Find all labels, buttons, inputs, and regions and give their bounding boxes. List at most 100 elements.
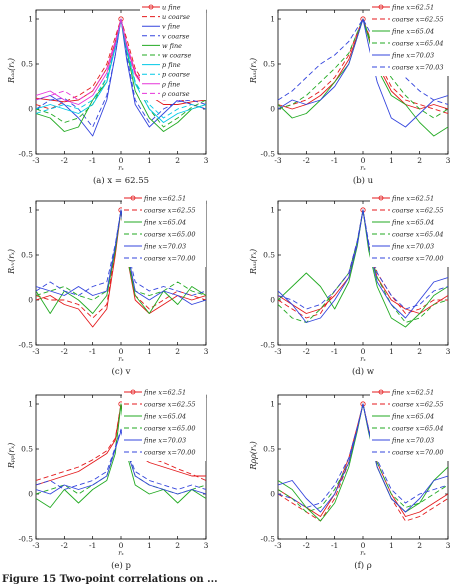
x-tick-label: 3 (446, 541, 451, 550)
x-tick-label: -1 (331, 347, 338, 356)
y-axis-label: Rᵤᵤ(rₓ) (249, 58, 258, 84)
panel-b: -3 -2 -1 0 1 2 3 -0.5 0 0.5 1 rₓ Rᵤᵤ(rₓ) fine x=62.51… (249, 2, 451, 186)
x-tick-label: 3 (446, 156, 451, 165)
y-tick-label: 1 (270, 400, 275, 409)
series-group (36, 207, 206, 328)
series-group (278, 401, 448, 522)
y-tick-label: -0.5 (261, 341, 276, 350)
y-axis-label: Rρρ(rₓ) (249, 441, 258, 470)
legend-marker (378, 389, 384, 395)
panel-caption: (d) w (352, 366, 375, 377)
legend-bg (122, 193, 206, 267)
y-tick-label: 1 (28, 15, 33, 24)
x-tick-label: -2 (303, 156, 311, 165)
legend-marker (130, 389, 136, 395)
legend-label: fine x=65.04 (143, 219, 186, 227)
legend-label: fine x=70.03 (143, 243, 186, 251)
y-tick-label: 1 (28, 400, 33, 409)
x-tick-label: 2 (417, 156, 422, 165)
x-tick-label: -3 (274, 156, 282, 165)
x-tick-label: -1 (331, 156, 338, 165)
legend-bg (370, 2, 450, 76)
x-tick-label: 0 (361, 541, 366, 550)
legend-label: fine x=70.03 (391, 243, 434, 251)
series-line-5 (278, 209, 448, 310)
legend-label: fine x=65.04 (143, 413, 186, 421)
panel-d: -3 -2 -1 0 1 2 3 -0.5 0 0.5 1 rₓ Rᵤᵤ(rₓ) fine x=62.51… (249, 193, 451, 377)
y-tick-label: 1 (270, 206, 275, 215)
legend-label: fine x=62.51 (391, 4, 434, 12)
legend-label: coarse x=70.00 (392, 449, 444, 457)
panel-caption: (e) p (111, 560, 131, 571)
x-axis-label: rₓ (118, 549, 124, 557)
legend-label: coarse x=62.55 (392, 401, 444, 409)
y-tick-label: 0.5 (263, 251, 275, 260)
x-tick-label: 2 (175, 541, 180, 550)
y-tick-label: 0 (28, 490, 33, 499)
x-tick-label: -3 (32, 156, 40, 165)
legend-marker (378, 195, 384, 201)
legend-label: p coarse (162, 71, 190, 79)
x-tick-label: -3 (32, 347, 40, 356)
series-line-4 (36, 430, 206, 495)
x-tick-label: -2 (61, 347, 69, 356)
x-axis-label: rₓ (118, 164, 124, 172)
legend: fine x=62.51 coarse x=62.55 fine x=65.04 co… (122, 193, 206, 267)
legend: fine x=62.51 coarse x=62.55 fine x=65.04 co… (370, 193, 450, 267)
y-tick-label: 0 (28, 296, 33, 305)
legend-label: fine x=70.03 (391, 52, 434, 60)
x-tick-label: 0 (119, 541, 124, 550)
legend-label: coarse x=65.04 (392, 425, 444, 433)
x-tick-label: 0 (119, 347, 124, 356)
x-axis-label: rₓ (360, 164, 366, 172)
y-axis-label: Rₚₚ(rₓ) (7, 443, 16, 469)
x-tick-label: 1 (147, 156, 152, 165)
x-tick-label: -3 (274, 347, 282, 356)
panel-c: -3 -2 -1 0 1 2 3 -0.5 0 0.5 1 rₓ Rᵥᵥ(rₓ) fine x=62.51… (7, 193, 209, 377)
x-tick-label: 0 (119, 156, 124, 165)
y-axis-label: Rᵤᵤ(rₓ) (249, 249, 258, 275)
x-tick-label: -3 (274, 541, 282, 550)
y-tick-label: 0 (270, 105, 275, 114)
legend-label: p fine (162, 61, 181, 69)
legend-label: coarse x=65.00 (144, 231, 196, 239)
legend-label: coarse x=70.00 (144, 255, 196, 263)
x-tick-label: -1 (89, 541, 96, 550)
legend-label: u fine (162, 4, 181, 12)
legend-label: coarse x=70.00 (144, 449, 196, 457)
x-tick-label: -2 (303, 347, 311, 356)
series-line-5 (36, 209, 206, 296)
y-tick-label: -0.5 (261, 150, 276, 159)
legend-label: fine x=65.04 (391, 219, 434, 227)
y-tick-label: -0.5 (19, 150, 34, 159)
y-tick-label: -0.5 (19, 341, 34, 350)
y-axis-label: Rᵥᵥ(rₓ) (7, 249, 16, 275)
y-tick-label: 0 (28, 105, 33, 114)
panel-caption: (f) ρ (354, 560, 371, 571)
legend-bg (122, 387, 206, 461)
series-line-5 (278, 18, 448, 105)
legend-label: fine x=70.03 (143, 437, 186, 445)
series-line-5 (278, 403, 448, 508)
panel-caption: (a) x = 62.55 (93, 175, 149, 186)
y-tick-label: 0.5 (263, 445, 275, 454)
x-tick-label: 1 (147, 347, 152, 356)
legend: fine x=62.51 coarse x=62.55 fine x=65.04 co… (370, 2, 450, 76)
x-tick-label: 1 (389, 156, 394, 165)
legend-label: fine x=62.51 (143, 389, 186, 397)
x-tick-label: -1 (331, 541, 338, 550)
legend-label: fine x=62.51 (143, 195, 186, 203)
y-tick-label: -0.5 (19, 535, 34, 544)
x-tick-label: -1 (89, 347, 96, 356)
y-tick-label: 0.5 (21, 445, 33, 454)
panel-f: -3 -2 -1 0 1 2 3 -0.5 0 0.5 1 rₓ Rρρ(rₓ) fine x=62.51… (249, 387, 451, 571)
legend-label: coarse x=65.04 (392, 40, 444, 48)
legend-label: v fine (162, 23, 180, 31)
legend-label: coarse x=65.04 (392, 231, 444, 239)
series-group (36, 16, 206, 137)
series-line-4 (278, 18, 448, 128)
legend-label: coarse x=62.55 (392, 16, 444, 24)
y-tick-label: 0 (270, 296, 275, 305)
y-axis-label: Rₐₐ(rₓ) (7, 58, 16, 84)
